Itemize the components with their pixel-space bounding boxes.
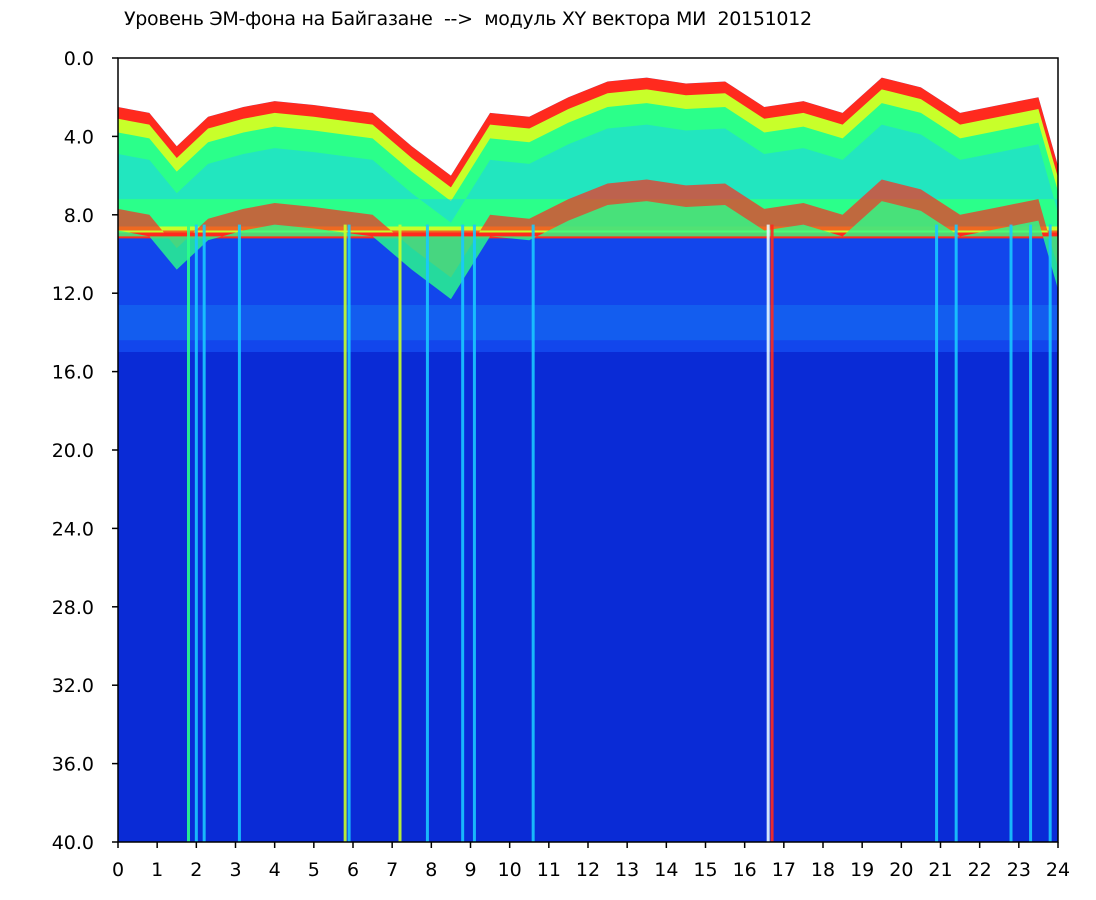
x-tick-label-11: 11 — [537, 859, 561, 881]
y-tick-label-2: 8.0 — [64, 205, 94, 227]
vertical-streak-13 — [935, 224, 939, 843]
x-tick-label-15: 15 — [693, 859, 717, 881]
y-tick-label-1: 4.0 — [64, 126, 94, 148]
x-tick-label-0: 0 — [112, 859, 124, 881]
plot-frame — [117, 57, 1059, 843]
vertical-streak-5 — [347, 224, 351, 843]
y-tick-label-10: 40.0 — [52, 832, 94, 854]
y-tick-label-8: 32.0 — [52, 675, 94, 697]
x-tick-label-14: 14 — [654, 859, 678, 881]
chart-title: Уровень ЭМ-фона на Байгазане --> модуль … — [124, 8, 812, 30]
x-tick-label-17: 17 — [772, 859, 796, 881]
y-tick-label-3: 12.0 — [52, 283, 94, 305]
x-tick-label-21: 21 — [928, 859, 952, 881]
y-axis: 0.0 4.0 8.0 12.0 16.0 20.0 24.0 28.0 32.0 36.0 40.… — [52, 48, 118, 854]
vertical-streak-12 — [770, 224, 774, 843]
x-tick-label-9: 9 — [464, 859, 476, 881]
vertical-streak-17 — [1048, 224, 1052, 843]
noise-band — [118, 230, 1058, 352]
x-axis: 0 1 2 3 4 5 6 7 8 9 10 11 12 13 14 15 16 17 18 19 20 21 22 23 24 — [112, 842, 1070, 881]
y-tick-label-4: 16.0 — [52, 362, 94, 384]
vertical-streak-6 — [398, 224, 402, 843]
plot-area — [118, 58, 1058, 843]
x-tick-label-4: 4 — [269, 859, 281, 881]
x-tick-label-10: 10 — [498, 859, 522, 881]
vertical-streak-14 — [954, 224, 958, 843]
x-tick-label-16: 16 — [733, 859, 757, 881]
y-tick-label-6: 24.0 — [52, 518, 94, 540]
x-tick-label-12: 12 — [576, 859, 600, 881]
band-green — [118, 103, 1058, 227]
vertical-streak-4 — [343, 224, 347, 843]
x-tick-label-23: 23 — [1007, 859, 1031, 881]
x-tick-label-6: 6 — [347, 859, 359, 881]
y-tick-label-5: 20.0 — [52, 440, 94, 462]
band-lower-green — [118, 201, 1058, 300]
x-tick-label-3: 3 — [229, 859, 241, 881]
band-cyan — [118, 124, 1058, 223]
vertical-streak-9 — [472, 224, 476, 843]
vertical-streak-7 — [425, 224, 429, 843]
x-tick-label-8: 8 — [425, 859, 437, 881]
vertical-streak-0 — [187, 224, 190, 843]
vertical-streak-11 — [766, 224, 770, 843]
x-tick-label-2: 2 — [190, 859, 202, 881]
band-top-background — [118, 58, 1058, 176]
vertical-streak-1 — [194, 224, 198, 843]
x-tick-label-20: 20 — [889, 859, 913, 881]
x-tick-label-22: 22 — [968, 859, 992, 881]
vertical-streak-15 — [1009, 224, 1013, 843]
vertical-streak-2 — [202, 224, 206, 843]
x-tick-label-5: 5 — [308, 859, 320, 881]
vertical-streak-10 — [531, 224, 535, 843]
noise-band-highlight — [118, 304, 1058, 341]
x-tick-label-19: 19 — [850, 859, 874, 881]
y-tick-label-0: 0.0 — [64, 48, 94, 70]
y-tick-label-7: 28.0 — [52, 597, 94, 619]
vertical-streak-3 — [237, 224, 241, 843]
x-tick-label-18: 18 — [811, 859, 835, 881]
x-tick-label-7: 7 — [386, 859, 398, 881]
y-tick-label-9: 36.0 — [52, 754, 94, 776]
x-tick-label-24: 24 — [1046, 859, 1070, 881]
x-tick-label-13: 13 — [615, 859, 639, 881]
vertical-streak-16 — [1029, 224, 1033, 843]
x-tick-label-1: 1 — [151, 859, 163, 881]
vertical-streak-8 — [461, 224, 465, 843]
